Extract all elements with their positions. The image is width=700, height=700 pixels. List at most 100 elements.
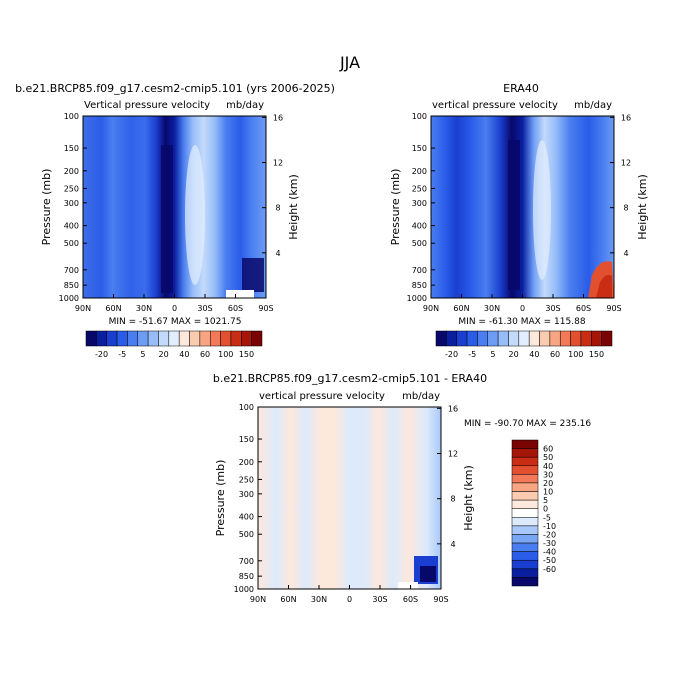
panel-1-title: b.e21.BRCP85.f09_g17.cesm2-cmip5.101 (yr… (15, 82, 335, 95)
colorbar-swatch (168, 330, 180, 347)
panel-3-y2-axis: 16 12 8 4 (437, 404, 458, 549)
y2-tick-label: 12 (448, 450, 458, 459)
y-tick-label: 500 (412, 239, 427, 248)
colorbar-swatch (158, 330, 170, 347)
panel-3-stats: MIN = -90.70 MAX = 235.16 (464, 419, 591, 429)
panel-2-variable-label: vertical pressure velocity (432, 100, 558, 111)
x-tick-label: 0 (347, 595, 352, 604)
colorbar-swatch (209, 330, 221, 347)
panel-1-variable-label: Vertical pressure velocity (84, 100, 210, 111)
colorbar-swatch (580, 330, 592, 347)
colorbar-label: 150 (239, 350, 254, 359)
panel-2-subsidence-region (533, 140, 551, 280)
colorbar-swatch (446, 330, 457, 347)
y-tick-label: 400 (64, 222, 79, 231)
colorbar-swatch (178, 330, 190, 347)
panel-2-y2-axis: 16 12 8 4 (610, 113, 631, 258)
colorbar-swatch (511, 517, 539, 527)
x-tick-label: 0 (172, 304, 177, 313)
colorbar-swatch (96, 330, 107, 347)
y-tick-label: 250 (239, 475, 254, 484)
colorbar-label: 5 (543, 496, 548, 505)
panel-3-variable-label: vertical pressure velocity (259, 391, 385, 402)
y-tick-label: 200 (412, 167, 427, 176)
colorbar-swatch (230, 330, 242, 347)
panel-1-core-region (161, 145, 173, 293)
colorbar-swatch (241, 330, 252, 347)
y-tick-label: 150 (239, 435, 254, 444)
y-tick-label: 300 (239, 490, 254, 499)
colorbar-swatch (511, 577, 539, 587)
panel-1: b.e21.BRCP85.f09_g17.cesm2-cmip5.101 (yr… (15, 82, 335, 359)
panel-3-y2-label: Height (km) (462, 465, 475, 531)
colorbar-swatch (199, 330, 211, 347)
colorbar-swatch (518, 330, 530, 347)
colorbar-2: -20 -5 5 20 40 60 100 150 (435, 330, 613, 359)
panel-2-units-label: mb/day (574, 100, 612, 111)
y-tick-label: 150 (412, 144, 427, 153)
colorbar-swatch (508, 330, 520, 347)
panel-1-y2-axis: 16 12 8 4 (262, 113, 283, 258)
x-tick-label: 60S (403, 595, 418, 604)
colorbar-swatch (511, 448, 539, 458)
x-tick-label: 60S (228, 304, 243, 313)
colorbar-swatch (497, 330, 509, 347)
colorbar-label: -40 (543, 548, 556, 557)
colorbar-label: 150 (589, 350, 604, 359)
panel-2-y-axis: 100 150 200 250 300 400 500 700 850 1000 (407, 112, 435, 303)
x-tick-label: 90N (250, 595, 266, 604)
colorbar-label: 60 (200, 350, 210, 359)
colorbar-swatch (189, 330, 201, 347)
colorbar-label: -20 (95, 350, 108, 359)
y-tick-label: 100 (239, 403, 254, 412)
colorbar-swatch (591, 330, 602, 347)
colorbar-swatch (487, 330, 499, 347)
colorbar-swatch (511, 568, 539, 578)
y-tick-label: 1000 (407, 294, 427, 303)
y-tick-label: 850 (239, 572, 254, 581)
colorbar-label: 60 (550, 350, 560, 359)
panel-1-units-label: mb/day (226, 100, 264, 111)
y-tick-label: 500 (64, 239, 79, 248)
panel-2-y-label: Pressure (mb) (389, 169, 402, 246)
colorbar-label: -30 (543, 539, 556, 548)
y-tick-label: 150 (64, 144, 79, 153)
colorbar-swatch (511, 465, 539, 475)
panel-1-subsidence-region (185, 145, 205, 285)
colorbar-swatch (528, 330, 540, 347)
panel-1-missing-region (226, 290, 254, 298)
x-tick-label: 60S (576, 304, 591, 313)
colorbar-1: -20 -5 5 20 40 60 100 150 (85, 330, 263, 359)
panel-3: b.e21.BRCP85.f09_g17.cesm2-cmip5.101 - E… (213, 372, 592, 604)
y2-tick-label: 8 (450, 495, 455, 504)
colorbar-swatch (511, 508, 539, 518)
colorbar-label: 40 (529, 350, 539, 359)
y-tick-label: 200 (64, 167, 79, 176)
panel-3-title: b.e21.BRCP85.f09_g17.cesm2-cmip5.101 - E… (213, 372, 487, 385)
y-tick-label: 100 (412, 112, 427, 121)
colorbar-label: 5 (140, 350, 145, 359)
y2-tick-label: 12 (621, 159, 631, 168)
colorbar-label: 10 (543, 488, 553, 497)
y-tick-label: 100 (64, 112, 79, 121)
y2-tick-label: 16 (621, 113, 631, 122)
x-tick-label: 90S (606, 304, 621, 313)
panel-2-x-axis: 90N 60N 30N 0 30S 60S 90S (423, 294, 622, 313)
colorbar-label: 20 (509, 350, 519, 359)
panel-2-southern-high-core (596, 274, 612, 298)
y2-tick-label: 8 (623, 204, 628, 213)
colorbar-label: 20 (543, 479, 553, 488)
x-tick-label: 90N (423, 304, 439, 313)
panel-2-plot-area (431, 116, 614, 298)
y-tick-label: 500 (239, 530, 254, 539)
y2-tick-label: 12 (273, 159, 283, 168)
panel-2: ERA40 vertical pressure velocity mb/day … (389, 82, 649, 359)
colorbar-swatch (539, 330, 551, 347)
colorbar-swatch (549, 330, 561, 347)
colorbar-label: 60 (543, 445, 553, 454)
y-tick-label: 1000 (234, 585, 254, 594)
colorbar-swatch (137, 330, 149, 347)
y2-tick-label: 16 (448, 404, 458, 413)
colorbar-label: 100 (218, 350, 233, 359)
